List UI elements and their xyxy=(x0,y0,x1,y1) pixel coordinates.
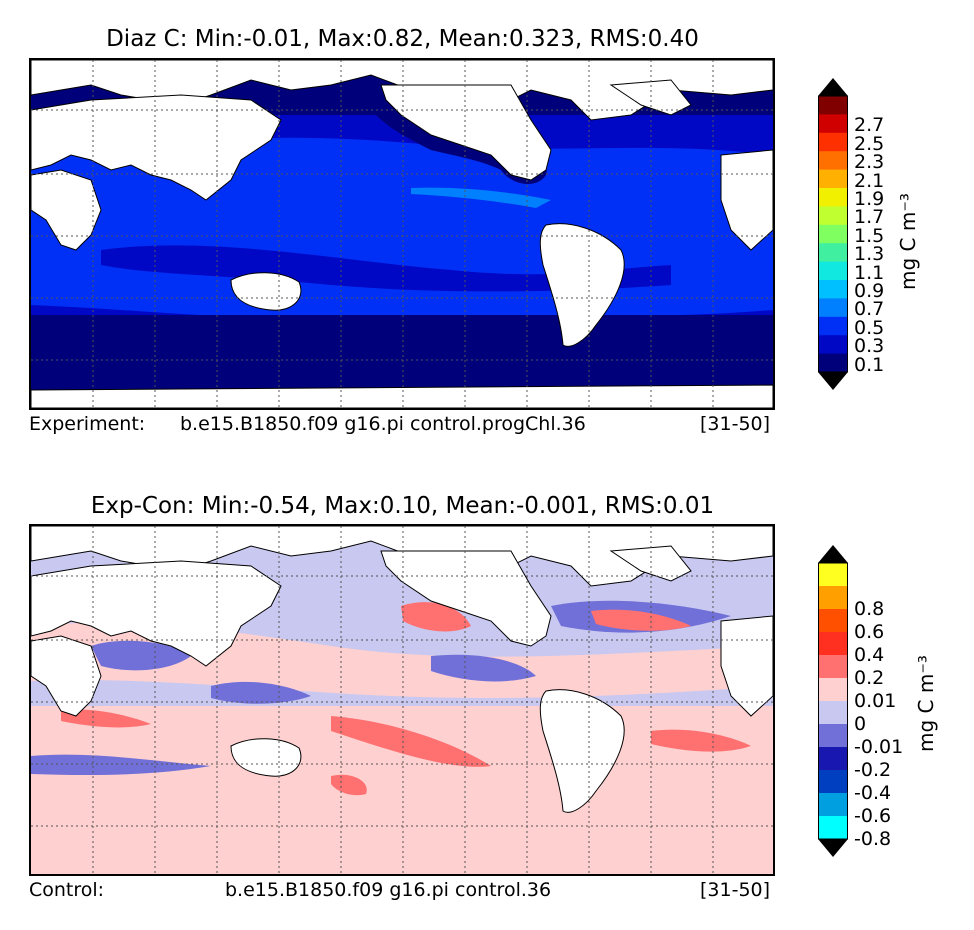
panel2-footer-case: b.e15.B1850.f09 g16.pi control.36 xyxy=(225,879,552,901)
colorbar-cell xyxy=(818,655,848,679)
panel2-map-svg xyxy=(31,526,773,874)
colorbar-cell xyxy=(818,770,848,794)
colorbar-under-arrow xyxy=(818,839,848,857)
colorbar-tick-label: 1.1 xyxy=(854,261,885,284)
panel1-map-svg xyxy=(31,60,773,408)
panel2-footer-years: [31-50] xyxy=(700,879,771,901)
colorbar-tick-label: 0.3 xyxy=(854,335,885,358)
colorbar-tick-label: 1.5 xyxy=(854,224,885,247)
colorbar-under-arrow xyxy=(818,372,848,390)
colorbar-tick-label: 0.4 xyxy=(854,644,885,666)
colorbar-cell xyxy=(818,747,848,771)
colorbar-tick-label: 0.1 xyxy=(854,353,885,376)
colorbar-cell xyxy=(818,701,848,725)
colorbar-cell xyxy=(818,132,848,152)
colorbar-tick-label: 2.3 xyxy=(854,151,885,174)
colorbar-tick-label: 2.1 xyxy=(854,169,885,192)
panel2-map xyxy=(29,524,775,876)
colorbar-cell xyxy=(818,563,848,587)
panel1-footer-years: [31-50] xyxy=(700,413,771,435)
panel1-footer-label: Experiment: xyxy=(29,413,146,435)
colorbar-cell xyxy=(818,586,848,610)
colorbar-outline xyxy=(818,562,848,840)
colorbar-cell xyxy=(818,96,848,115)
panel1-colorbar xyxy=(818,78,848,390)
colorbar-cell xyxy=(818,353,848,373)
colorbar-tick-label: 0 xyxy=(854,713,867,735)
colorbar-tick-label: 2.7 xyxy=(854,114,885,137)
colorbar-over-arrow xyxy=(818,78,848,96)
colorbar-cell xyxy=(818,206,848,226)
panel1-colorbar-unit: mg C m⁻³ xyxy=(896,193,920,290)
colorbar-cell xyxy=(818,261,848,281)
colorbar-tick-label: -0.6 xyxy=(854,805,892,827)
colorbar-cell xyxy=(818,609,848,633)
colorbar-tick-label: 2.5 xyxy=(854,132,885,155)
colorbar-tick-label: 0.6 xyxy=(854,621,885,643)
colorbar-svg xyxy=(818,78,848,390)
colorbar-cell xyxy=(818,816,848,840)
colorbar-cell xyxy=(818,280,848,299)
colorbar-tick-label: 1.9 xyxy=(854,188,885,210)
colorbar-cell xyxy=(818,298,848,318)
colorbar-cell xyxy=(818,169,848,189)
panel2-colorbar xyxy=(818,545,848,857)
colorbar-cell xyxy=(818,243,848,263)
colorbar-tick-label: -0.4 xyxy=(854,782,892,804)
colorbar-cell xyxy=(818,114,848,134)
colorbar-cell xyxy=(818,724,848,748)
panel1-title: Diaz C: Min:-0.01, Max:0.82, Mean:0.323,… xyxy=(106,26,699,52)
colorbar-tick-label: 1.7 xyxy=(854,206,885,229)
colorbar-cell xyxy=(818,632,848,656)
colorbar-svg xyxy=(818,545,848,857)
colorbar-cell xyxy=(818,224,848,244)
colorbar-outline xyxy=(818,95,848,373)
colorbar-tick-label: 0.8 xyxy=(854,598,885,620)
colorbar-tick-label: -0.8 xyxy=(854,828,892,850)
panel1-map xyxy=(29,58,775,410)
colorbar-cell xyxy=(818,678,848,702)
colorbar-tick-label: -0.2 xyxy=(854,759,892,781)
colorbar-cell xyxy=(818,151,848,171)
colorbar-cell xyxy=(818,188,848,207)
colorbar-tick-label: 1.3 xyxy=(854,243,885,266)
colorbar-cell xyxy=(818,316,848,336)
colorbar-tick-label: -0.01 xyxy=(854,736,904,758)
colorbar-cell xyxy=(818,793,848,817)
colorbar-tick-label: 0.01 xyxy=(854,690,897,712)
panel1-footer-case: b.e15.B1850.f09 g16.pi control.progChl.3… xyxy=(180,413,586,435)
panel2-footer-label: Control: xyxy=(29,879,105,901)
colorbar-cell xyxy=(818,335,848,355)
colorbar-tick-label: 0.5 xyxy=(854,316,885,339)
colorbar-tick-label: 0.2 xyxy=(854,667,885,689)
panel2-title: Exp-Con: Min:-0.54, Max:0.10, Mean:-0.00… xyxy=(90,493,715,519)
colorbar-tick-label: 0.7 xyxy=(854,298,885,321)
colorbar-over-arrow xyxy=(818,545,848,563)
panel2-colorbar-unit: mg C m⁻³ xyxy=(914,655,938,752)
colorbar-tick-label: 0.9 xyxy=(854,280,885,302)
